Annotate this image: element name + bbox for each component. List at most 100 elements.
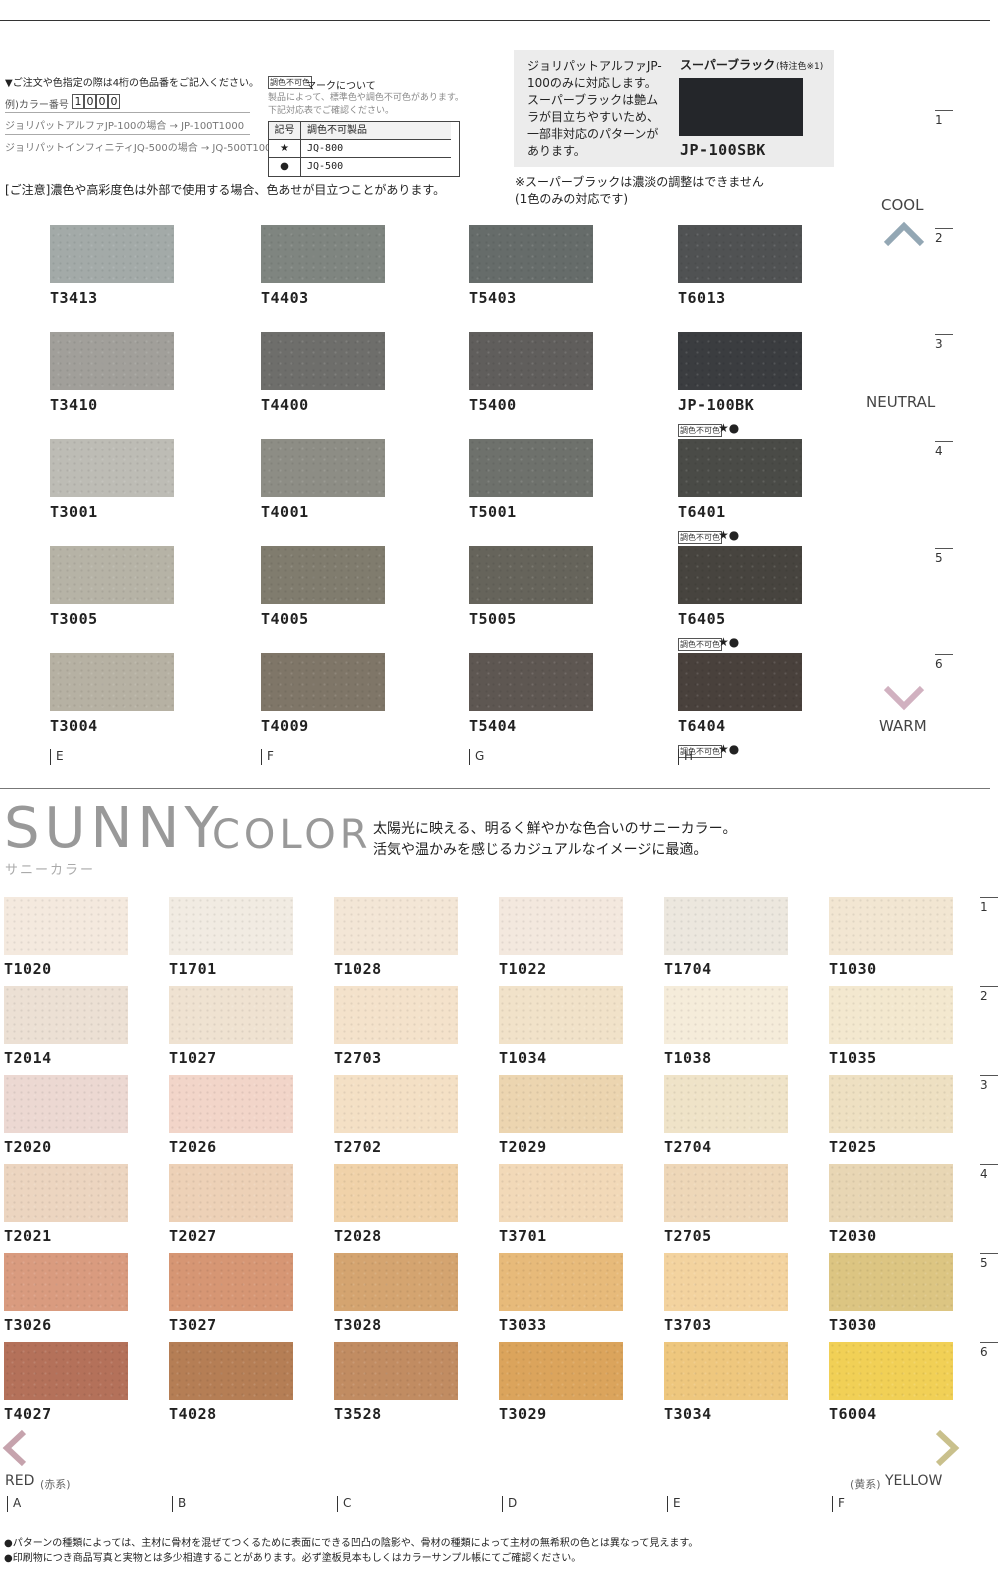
color-code: T2030: [829, 1227, 877, 1245]
level-label: 3: [935, 334, 953, 351]
example-digit: 0: [108, 94, 120, 109]
order-line: ジョリパットインフィニティJQ-500の場合 → JQ-500T1000: [5, 143, 278, 154]
color-swatch: [50, 653, 174, 711]
color-code: T5005: [469, 610, 517, 628]
color-code: T3413: [50, 289, 98, 307]
mark-line: 製品によって、標準色や調色不可色があります。: [268, 93, 464, 103]
color-code: T1022: [499, 960, 547, 978]
color-swatch: [50, 332, 174, 390]
color-swatch: [334, 986, 458, 1044]
sunny-title-ja: サニーカラー: [5, 863, 96, 878]
color-code: T1035: [829, 1049, 877, 1067]
color-swatch: [334, 1253, 458, 1311]
table-header: 調色不可製品: [301, 122, 451, 140]
color-swatch: [469, 439, 593, 497]
color-code: T3005: [50, 610, 98, 628]
color-swatch: [829, 1164, 953, 1222]
super-black-text: ジョリパットアルファJP-: [527, 59, 662, 73]
color-swatch: [169, 897, 293, 955]
color-swatch: [4, 897, 128, 955]
scale-top: COOL: [881, 196, 924, 214]
color-swatch: [4, 1253, 128, 1311]
super-black-swatch: [679, 78, 803, 136]
scale-right-note: (黄系): [850, 1478, 881, 1491]
color-code: T3034: [664, 1405, 712, 1423]
color-code: T4400: [261, 396, 309, 414]
order-line: ジョリパットアルファJP-100の場合 → JP-100T1000: [5, 121, 245, 132]
color-swatch: [50, 439, 174, 497]
color-code: T5001: [469, 503, 517, 521]
table-cell: ●: [269, 158, 301, 176]
mark-title: マークについて: [306, 81, 376, 92]
color-code: T5404: [469, 717, 517, 735]
color-swatch: [664, 1075, 788, 1133]
color-code: JP-100BK: [678, 396, 755, 414]
column-label: B: [172, 1496, 186, 1512]
color-swatch: [829, 897, 953, 955]
level-label: 3: [980, 1075, 998, 1092]
super-black-text: ラが目立ちやすいため、: [527, 110, 660, 124]
scale-left-note: (赤系): [40, 1478, 71, 1491]
color-swatch: [169, 1075, 293, 1133]
color-code: T6004: [829, 1405, 877, 1423]
example-digit: 1: [72, 94, 84, 109]
color-swatch: [334, 1164, 458, 1222]
color-swatch: [499, 1075, 623, 1133]
column-label: E: [50, 749, 64, 765]
color-code: T2020: [4, 1138, 52, 1156]
scale-right: YELLOW: [885, 1473, 943, 1489]
color-code: T3410: [50, 396, 98, 414]
color-swatch: [50, 546, 174, 604]
color-swatch: [499, 897, 623, 955]
color-code: T3004: [50, 717, 98, 735]
color-swatch: [334, 1342, 458, 1400]
color-swatch: [4, 1164, 128, 1222]
color-code: T3033: [499, 1316, 547, 1334]
color-swatch: [50, 225, 174, 283]
column-label: E: [667, 1496, 681, 1512]
color-code: T2029: [499, 1138, 547, 1156]
super-black-text: スーパーブラックは艶ム: [527, 93, 659, 107]
color-code: T1027: [169, 1049, 217, 1067]
color-code: T3528: [334, 1405, 382, 1423]
color-code: T2703: [334, 1049, 382, 1067]
level-label: 4: [935, 441, 953, 458]
super-black-note: ※スーパーブラックは濃淡の調整はできません: [515, 175, 764, 189]
badge-marks: ★●: [718, 421, 740, 435]
sunny-title-sub: COLOR: [212, 812, 372, 858]
color-code: T3027: [169, 1316, 217, 1334]
level-label: 5: [980, 1253, 998, 1270]
color-swatch: [469, 225, 593, 283]
color-swatch: [169, 1342, 293, 1400]
sunny-description: 活気や温かみを感じるカジュアルなイメージに最適。: [373, 842, 708, 858]
column-label: A: [7, 1496, 21, 1512]
color-swatch: [678, 439, 802, 497]
example-label: 例)カラー番号: [5, 100, 69, 111]
scale-middle: NEUTRAL: [866, 393, 936, 411]
color-swatch: [169, 1164, 293, 1222]
color-code: T3701: [499, 1227, 547, 1245]
color-swatch: [169, 986, 293, 1044]
column-label: F: [832, 1496, 845, 1512]
color-code: T4028: [169, 1405, 217, 1423]
badge: 調色不可色: [678, 424, 722, 437]
color-swatch: [664, 1342, 788, 1400]
color-swatch: [261, 439, 385, 497]
color-code: T3001: [50, 503, 98, 521]
color-code: T6013: [678, 289, 726, 307]
super-black-title: スーパーブラック: [680, 58, 776, 72]
badge-marks: ★●: [718, 742, 740, 756]
column-label: G: [469, 749, 484, 765]
color-swatch: [469, 653, 593, 711]
color-code: T2014: [4, 1049, 52, 1067]
color-code: T1028: [334, 960, 382, 978]
example-digit: 0: [84, 94, 96, 109]
level-label: 5: [935, 548, 953, 565]
color-code: T6404: [678, 717, 726, 735]
color-swatch: [678, 332, 802, 390]
level-label: 1: [980, 897, 998, 914]
badge-marks: ★●: [718, 528, 740, 542]
level-label: 2: [935, 228, 953, 245]
caution: [ご注意]濃色や高彩度色は外部で使用する場合、色あせが目立つことがあります。: [5, 183, 446, 197]
